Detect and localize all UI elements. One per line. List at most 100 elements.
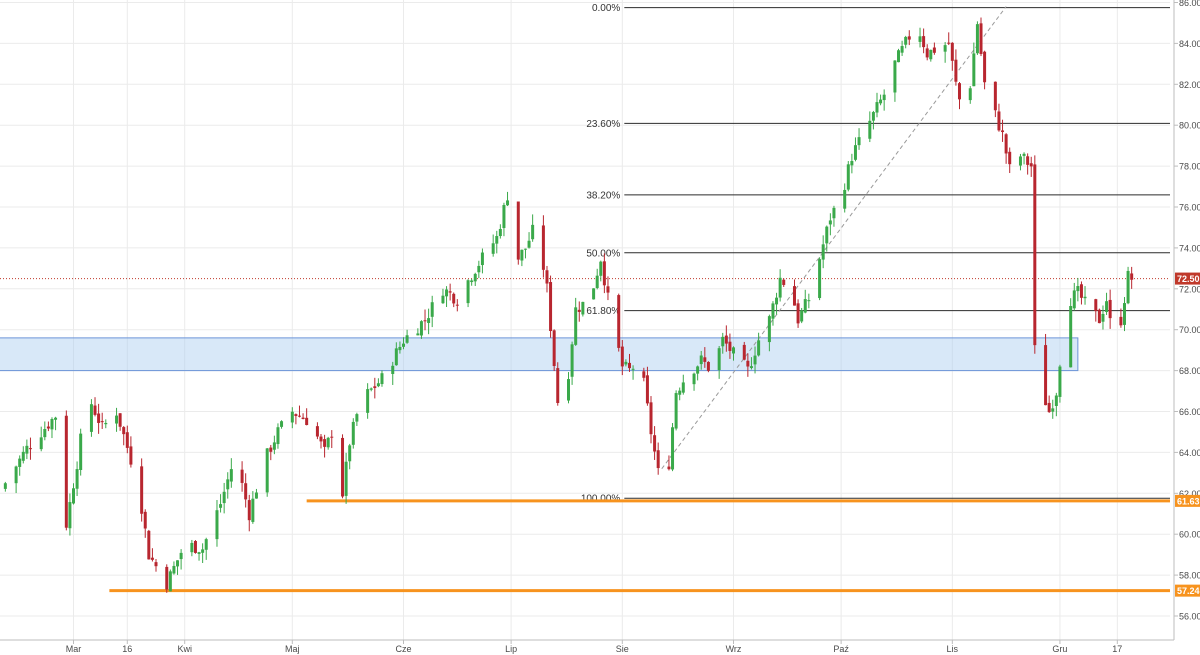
candle-body-up: [79, 433, 83, 470]
candle-body-down: [1108, 299, 1112, 319]
candle-body-down: [746, 360, 750, 367]
candle-body-up: [929, 49, 933, 60]
price-tags-layer: 72.50 61.63 57.24: [1175, 272, 1200, 597]
candle-body-down: [1033, 164, 1037, 346]
candle-body-down: [950, 42, 954, 61]
candle-body-up: [380, 373, 384, 385]
demand-zone-layer: [0, 337, 1079, 372]
x-tick-label: Lis: [947, 644, 959, 654]
candle-body-up: [1126, 270, 1130, 304]
candle-body-up: [624, 361, 628, 365]
candle-body-up: [470, 280, 474, 283]
candle-body-up: [893, 60, 897, 93]
candle-body-up: [402, 343, 406, 347]
candle-body-up: [871, 112, 875, 121]
candle-body-down: [993, 81, 997, 111]
candle-body-up: [1101, 313, 1105, 322]
support-tag-label: 61.63: [1177, 496, 1200, 506]
candle-body-up: [176, 560, 180, 567]
candle-body-up: [54, 417, 58, 420]
support-tag-bg: [1175, 584, 1200, 597]
x-tick-label: Gru: [1052, 644, 1067, 654]
candle-body-up: [821, 244, 825, 260]
candle-body-up: [43, 429, 47, 438]
candle-body-down: [954, 59, 958, 82]
candle-body-up: [190, 542, 194, 553]
candle-body-up: [800, 310, 804, 322]
candle-body-up: [1051, 408, 1055, 412]
candle-body-up: [215, 510, 219, 540]
candle-body-down: [323, 439, 327, 447]
candle-body-down: [549, 282, 553, 332]
trend-line: [661, 6, 1007, 470]
candle-body-up: [757, 340, 761, 356]
candle-body-down: [297, 415, 301, 417]
candle-body-up: [631, 368, 635, 370]
candle-body-up: [803, 299, 807, 313]
candle-body-up: [115, 415, 119, 424]
candle-body-down: [143, 511, 147, 529]
candle-body-up: [828, 220, 832, 225]
candle-body-up: [394, 348, 398, 366]
candle-body-up: [226, 479, 230, 490]
candle-body-down: [667, 466, 671, 470]
support-tag-label: 57.24: [1177, 586, 1200, 596]
candle-body-down: [617, 295, 621, 348]
candle-body-down: [997, 111, 1001, 131]
candle-body-up: [326, 437, 330, 448]
candle-body-down: [373, 386, 377, 389]
candle-body-up: [441, 295, 445, 304]
candle-body-up: [868, 120, 872, 139]
candle-body-up: [344, 461, 348, 496]
candle-body-up: [416, 333, 420, 336]
candles-layer: [3, 17, 1134, 593]
candle-body-up: [477, 265, 481, 273]
candle-body-down: [150, 557, 154, 560]
candle-body-down: [1130, 273, 1134, 280]
candle-body-down: [129, 446, 133, 465]
candle-body-down: [423, 320, 427, 322]
candle-body-up: [204, 539, 208, 550]
candle-body-up: [473, 273, 477, 282]
candle-body-up: [531, 224, 535, 240]
candle-body-down: [922, 36, 926, 48]
y-tick-label: 70.00: [1179, 325, 1200, 335]
y-tick-label: 56.00: [1179, 612, 1200, 622]
candle-body-up: [749, 366, 753, 368]
candle-body-up: [445, 289, 449, 297]
candle-body-down: [957, 83, 961, 100]
y-tick-label: 72.00: [1179, 284, 1200, 294]
candle-body-down: [645, 375, 649, 404]
candle-body-up: [674, 393, 678, 429]
fibonacci-level-label: 0.00%: [592, 3, 620, 14]
support-lines-layer: [109, 499, 1170, 593]
candle-body-down: [703, 357, 707, 362]
fibonacci-level-label: 23.60%: [586, 119, 620, 130]
y-tick-label: 64.00: [1179, 448, 1200, 458]
candle-body-down: [28, 448, 32, 450]
candle-body-up: [832, 207, 836, 219]
candle-body-up: [104, 422, 108, 425]
candle-body-up: [592, 288, 596, 300]
candle-body-up: [75, 469, 79, 489]
candle-body-up: [775, 297, 779, 305]
candle-body-up: [254, 492, 258, 499]
candle-body-up: [753, 355, 757, 365]
candle-body-down: [1004, 134, 1008, 154]
candle-body-up: [466, 280, 470, 304]
candle-body-up: [767, 316, 771, 343]
candle-body-up: [778, 277, 782, 298]
candle-body-down: [577, 309, 581, 312]
trend-line-layer: [0, 6, 1170, 470]
x-tick-label: Wrz: [726, 644, 742, 654]
candle-body-down: [147, 530, 151, 560]
candle-body-up: [717, 348, 721, 371]
candle-body-up: [520, 249, 524, 261]
candle-body-down: [556, 368, 560, 403]
candle-body-down: [796, 303, 800, 324]
candle-body-up: [527, 240, 531, 248]
candle-body-up: [807, 300, 811, 302]
candle-body-up: [179, 552, 183, 560]
x-tick-label: Sie: [616, 644, 629, 654]
candle-body-up: [280, 421, 284, 427]
